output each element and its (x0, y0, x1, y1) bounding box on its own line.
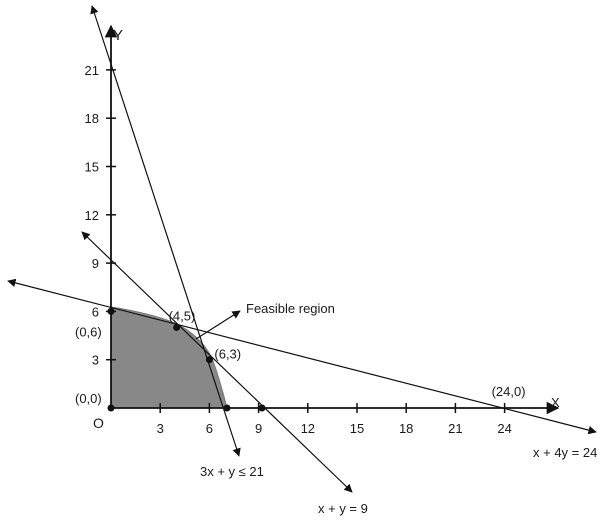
equation-label-x-plus-y: x + y = 9 (318, 501, 368, 516)
y-tick-label: 12 (85, 208, 99, 223)
y-tick-label: 3 (92, 353, 99, 368)
x-tick-label: 3 (157, 421, 164, 436)
corner-point (173, 324, 181, 331)
y-axis-ticks: 3 6 9 12 15 18 21 (85, 63, 116, 368)
line-x-plus-y-9 (81, 231, 353, 493)
x-tick-label: 12 (301, 421, 315, 436)
corner-point-label: (0,0) (75, 391, 102, 406)
y-tick-label: 21 (85, 63, 99, 78)
corner-point (107, 404, 115, 412)
y-tick-label: 18 (85, 111, 99, 126)
y-tick-label: 9 (92, 256, 99, 271)
point-x-axis-9 (258, 404, 266, 412)
corner-point-label: (24,0) (492, 384, 526, 399)
corner-point-label: (4,5) (169, 309, 196, 324)
equation-label-x-plus-4y: x + 4y = 24 (533, 445, 597, 460)
y-tick-label: 15 (85, 160, 99, 175)
equation-label-3x-plus-y: 3x + y ≤ 21 (200, 464, 264, 479)
corner-point-label: (6,3) (214, 347, 241, 362)
corner-point-label: (0,6) (75, 324, 102, 339)
x-tick-label: 24 (497, 421, 511, 436)
corner-points: (0,0) (0,6) (4,5) (6,3) (24,0) (75, 307, 526, 412)
corner-point (205, 356, 213, 364)
origin-label: O (93, 415, 104, 431)
x-axis-label: X (551, 395, 560, 410)
region-pointer (195, 310, 241, 340)
x-axis-ticks: 3 6 9 12 15 18 21 24 (157, 403, 512, 436)
feasible-region-label: Feasible region (246, 301, 335, 316)
x-tick-label: 18 (399, 421, 413, 436)
x-tick-label: 6 (206, 421, 213, 436)
x-tick-label: 9 (255, 421, 262, 436)
corner-point (107, 307, 115, 315)
y-axis-label: Y (113, 27, 123, 44)
x-tick-label: 15 (350, 421, 364, 436)
x-tick-label: 21 (448, 421, 462, 436)
point-x-axis-7 (223, 404, 231, 412)
y-tick-label: 6 (92, 304, 99, 319)
